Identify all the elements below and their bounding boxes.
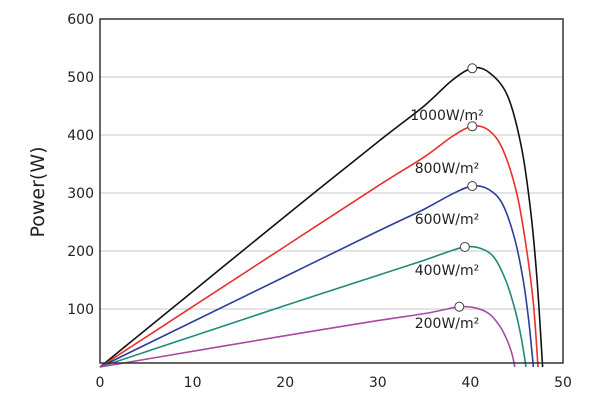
series-label: 600W/m² [415,212,480,228]
series-line [99,125,539,368]
series-label: 400W/m² [415,263,480,279]
y-tick-label: 200 [67,244,94,260]
mpp-marker [467,121,478,132]
series-labels: 1000W/m² 800W/m² 600W/m² 400W/m² 200W/m² [410,108,483,332]
x-tick-label: 30 [369,375,387,391]
mpp-marker [459,241,470,252]
series-label: 800W/m² [415,161,480,177]
plot-frame [99,18,564,364]
y-tick-label: 600 [67,12,94,28]
y-axis-label: Power(W) [27,146,49,237]
mpp-markers [454,63,478,312]
series-line [99,185,535,368]
y-tick-label: 500 [67,70,94,86]
x-tick-label: 0 [96,375,105,391]
axes: 100 200 300 400 500 600 0 10 20 30 40 50 [67,12,572,391]
mpp-marker [454,301,465,312]
y-tick-label: 400 [67,128,94,144]
y-tick-label: 100 [67,302,94,318]
x-tick-label: 10 [184,375,202,391]
x-tick-label: 50 [554,375,572,391]
mpp-marker [467,181,478,192]
x-tick-label: 20 [276,375,294,391]
y-tick-label: 300 [67,186,94,202]
series-label: 200W/m² [415,316,480,332]
series-label: 1000W/m² [410,108,483,124]
mpp-marker [467,63,478,74]
x-tick-label: 40 [461,375,479,391]
